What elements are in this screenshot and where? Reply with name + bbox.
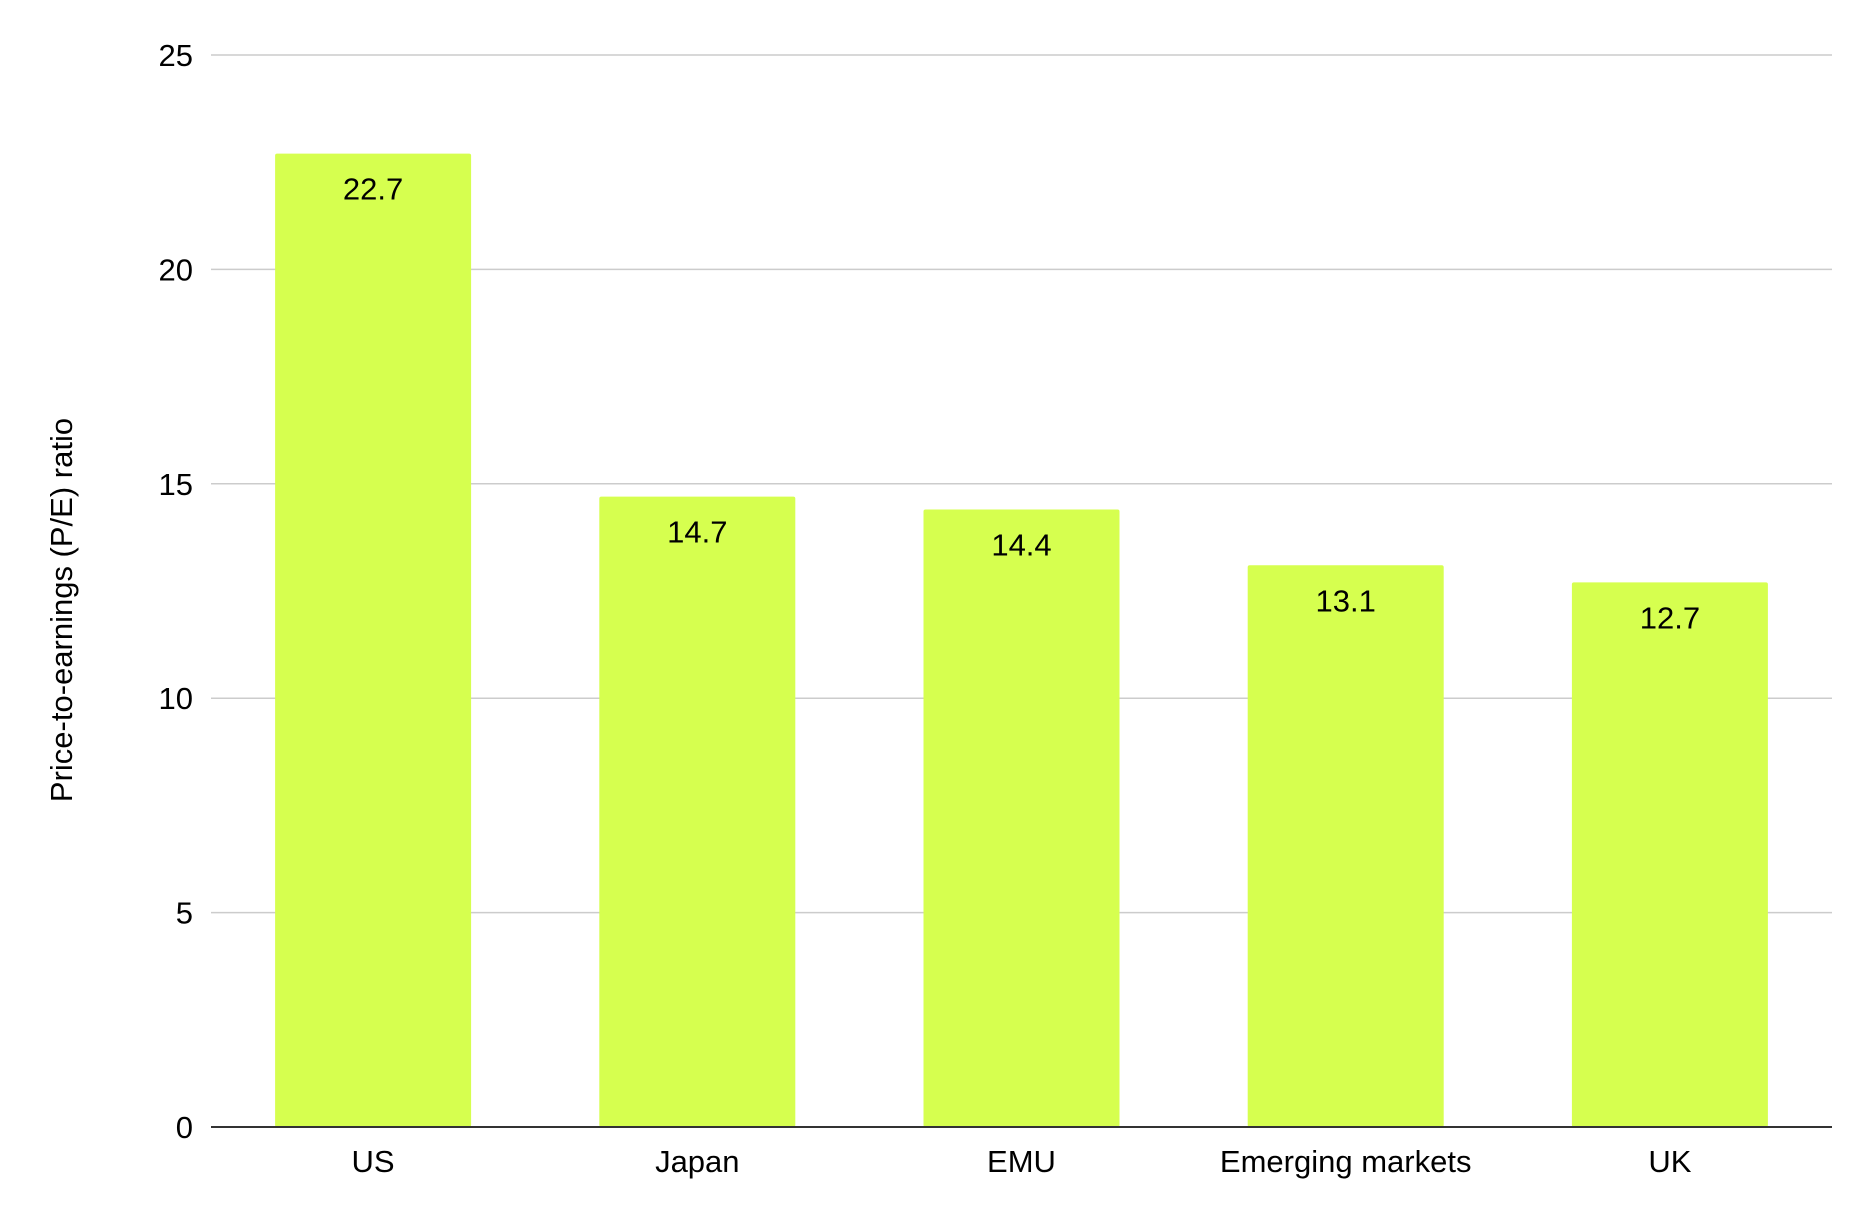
bars xyxy=(275,153,1768,1127)
x-category-label: Emerging markets xyxy=(1220,1144,1472,1179)
y-tick-label: 15 xyxy=(159,467,193,502)
y-tick-label: 25 xyxy=(159,38,193,73)
data-label: 22.7 xyxy=(343,172,403,207)
x-category-label: Japan xyxy=(655,1144,739,1179)
gridlines xyxy=(211,54,1832,914)
x-category-label: UK xyxy=(1648,1144,1691,1179)
bar-us xyxy=(275,153,472,1127)
bar-uk xyxy=(1571,582,1768,1127)
data-label: 13.1 xyxy=(1316,583,1376,618)
bar-emerging-markets xyxy=(1247,565,1444,1127)
data-label: 14.4 xyxy=(991,528,1051,563)
data-label: 14.7 xyxy=(667,515,727,550)
y-tick-label: 20 xyxy=(159,252,193,287)
x-category-label: US xyxy=(352,1144,395,1179)
x-category-label: EMU xyxy=(987,1144,1056,1179)
data-label: 12.7 xyxy=(1640,600,1700,635)
y-tick-label: 10 xyxy=(159,681,193,716)
data-labels: 22.7 14.7 14.4 13.1 12.7 xyxy=(343,172,1700,636)
bar-japan xyxy=(599,496,796,1127)
bar-emu xyxy=(923,509,1120,1127)
y-axis-title: Price-to-earnings (P/E) ratio xyxy=(44,418,79,802)
y-tick-label: 5 xyxy=(176,896,193,931)
x-category-labels: US Japan EMU Emerging markets UK xyxy=(352,1144,1692,1179)
y-tick-labels: 0 5 10 15 20 25 xyxy=(159,38,193,1145)
y-tick-label: 0 xyxy=(176,1110,193,1145)
